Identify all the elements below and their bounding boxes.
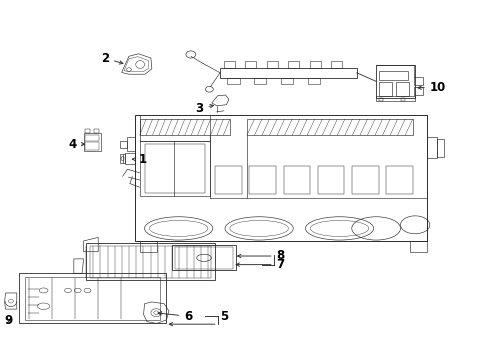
Bar	[85, 142, 99, 149]
Text: 9: 9	[4, 314, 13, 327]
Bar	[288, 61, 299, 68]
Bar	[90, 246, 211, 278]
Text: 2: 2	[101, 51, 122, 64]
Bar	[245, 61, 256, 68]
Text: 8: 8	[276, 249, 284, 262]
Bar	[317, 166, 344, 194]
Bar	[83, 134, 101, 150]
Bar	[86, 243, 215, 280]
Text: 6: 6	[158, 310, 192, 323]
Bar	[378, 71, 407, 80]
Bar	[249, 166, 276, 194]
Bar	[281, 78, 293, 84]
Bar	[378, 82, 391, 96]
Bar	[172, 245, 235, 270]
Bar	[220, 68, 356, 78]
Bar	[94, 129, 99, 134]
Bar	[224, 61, 234, 68]
Bar	[85, 135, 99, 141]
Bar	[283, 166, 310, 194]
Bar	[227, 78, 239, 84]
Bar	[140, 140, 210, 196]
Text: 5: 5	[220, 310, 228, 323]
Bar	[375, 96, 414, 101]
Bar	[330, 61, 341, 68]
Bar	[215, 166, 242, 194]
Bar	[246, 119, 412, 135]
Bar	[85, 129, 90, 134]
Bar	[413, 77, 422, 85]
Bar	[144, 144, 205, 193]
Bar	[25, 277, 159, 320]
Bar	[413, 87, 422, 95]
Bar	[174, 247, 233, 269]
Bar	[309, 61, 320, 68]
Text: 7: 7	[276, 258, 284, 271]
Bar	[254, 78, 266, 84]
Text: 10: 10	[417, 81, 445, 94]
Bar	[307, 78, 320, 84]
Bar	[375, 65, 414, 98]
Text: 1: 1	[132, 153, 147, 166]
Bar	[395, 82, 408, 96]
Text: 3: 3	[195, 102, 213, 115]
Bar	[140, 119, 229, 135]
Bar	[351, 166, 378, 194]
Bar	[385, 166, 412, 194]
Text: 4: 4	[68, 138, 84, 150]
Bar	[266, 61, 277, 68]
Bar	[19, 273, 165, 323]
